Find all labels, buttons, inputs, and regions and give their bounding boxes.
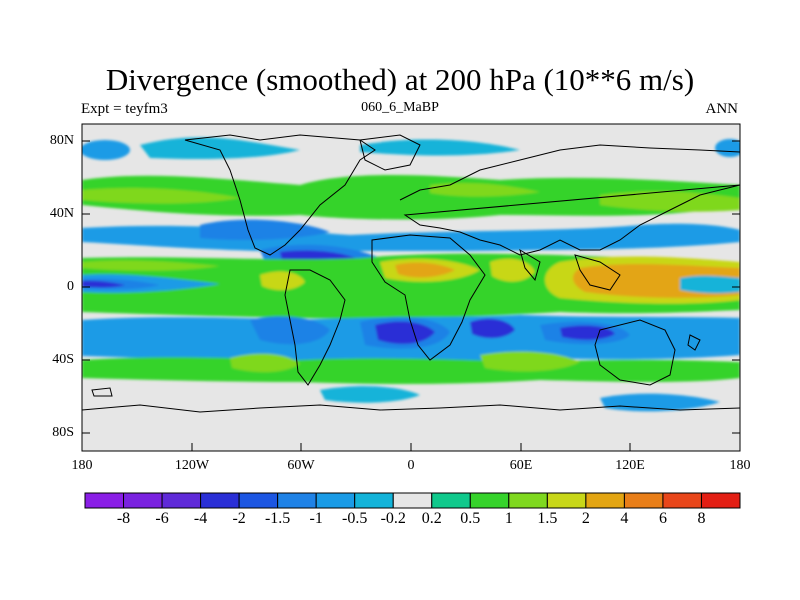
contour-blob	[82, 175, 740, 220]
experiment-label: Expt = teyfm3	[81, 101, 168, 117]
coastline-eurasia	[399, 144, 740, 256]
x-tick-label: 0	[407, 458, 415, 473]
colorbar-swatch	[200, 492, 240, 509]
colorbar-swatch	[431, 492, 471, 509]
colorbar-swatch	[623, 492, 664, 509]
colorbar-label: 6	[658, 510, 667, 527]
page-title: Divergence (smoothed) at 200 hPa (10**6 …	[105, 62, 695, 97]
contour-blob	[470, 318, 515, 339]
colorbar-swatch	[161, 492, 202, 509]
colorbar-label: -1	[309, 510, 323, 527]
colorbar-label: -8	[116, 510, 131, 527]
x-tick-label: 180	[729, 458, 751, 473]
coastline-small	[687, 334, 701, 351]
contour-blob	[200, 219, 330, 240]
coastline-africa	[371, 234, 486, 361]
colorbar-label: -0.2	[380, 510, 406, 527]
colorbar-swatch	[392, 492, 433, 509]
season-label: ANN	[705, 101, 739, 117]
x-tick-label: 180	[71, 458, 93, 473]
colorbar-label: -2	[232, 510, 246, 527]
colorbar-swatch	[585, 492, 625, 509]
colorbar-swatch	[277, 492, 317, 509]
contour-blob	[140, 137, 300, 160]
colorbar-label: 1	[504, 510, 513, 527]
colorbar-swatch	[469, 492, 510, 509]
contour-blob	[82, 140, 130, 160]
colorbar-swatch	[84, 492, 125, 509]
contour-blob	[600, 191, 740, 212]
y-tick-label: 40S	[52, 352, 74, 367]
x-tick-label: 60W	[287, 458, 315, 473]
coastline-south-america	[284, 269, 346, 386]
y-tick-label: 80N	[49, 133, 74, 148]
contour-blob	[250, 316, 330, 345]
divergence-field	[82, 137, 740, 412]
colorbar-label: -4	[193, 510, 208, 527]
contour-blob	[560, 325, 615, 340]
colorbar-swatch	[700, 492, 741, 509]
y-tick-label: 80S	[52, 425, 74, 440]
y-tick-label: 40N	[49, 206, 74, 221]
contour-blob	[82, 187, 240, 204]
x-axis-ticks	[81, 443, 741, 451]
colorbar-swatch	[508, 492, 548, 509]
colorbar-swatch	[315, 492, 356, 509]
coastline-small	[91, 387, 113, 397]
coastlines	[82, 134, 740, 413]
colorbar-label: 4	[620, 510, 629, 527]
colorbar-label: -0.5	[342, 510, 368, 527]
colorbar-label: -1.5	[264, 510, 291, 527]
contour-blob	[395, 262, 455, 278]
contour-blob	[715, 139, 740, 157]
coastline-india	[519, 248, 541, 282]
colorbar-label: 0.5	[460, 510, 481, 527]
coastline-north-america	[184, 134, 376, 256]
contour-blob	[82, 357, 740, 385]
colorbar-swatch	[662, 492, 702, 509]
y-tick-label: 0	[67, 279, 74, 294]
x-tick-label: 60E	[509, 458, 533, 473]
x-tick-label: 120E	[615, 458, 645, 473]
contour-blob	[230, 353, 300, 373]
colorbar-label: 8	[697, 510, 706, 527]
colorbar-label: -6	[155, 510, 169, 527]
contour-blob	[260, 271, 305, 291]
colorbar-swatch	[123, 492, 163, 509]
colorbar-label: 2	[581, 510, 590, 527]
contour-blob	[480, 351, 580, 372]
coastline-australia	[594, 319, 676, 386]
colorbar-swatch	[238, 492, 279, 509]
coastline-greenland	[359, 134, 421, 171]
contour-blob	[430, 182, 540, 197]
coastline-antarctica	[82, 404, 740, 413]
x-tick-label: 120W	[174, 458, 210, 473]
contour-blob	[360, 139, 520, 156]
contour-blob	[82, 280, 125, 288]
colorbar-label: 0.2	[421, 510, 442, 527]
colorbar-swatch	[546, 492, 587, 509]
contour-blob	[320, 386, 420, 403]
colorbar-swatch	[354, 492, 394, 509]
y-axis-ticks	[82, 140, 740, 434]
colorbar-label: 1.5	[537, 510, 558, 527]
contour-blob	[680, 275, 740, 294]
colorbar	[84, 492, 741, 509]
contour-blob	[375, 321, 435, 344]
contour-blob	[82, 260, 220, 271]
coastline-se-asia	[574, 254, 621, 291]
time-label: 060_6_MaBP	[361, 100, 439, 115]
